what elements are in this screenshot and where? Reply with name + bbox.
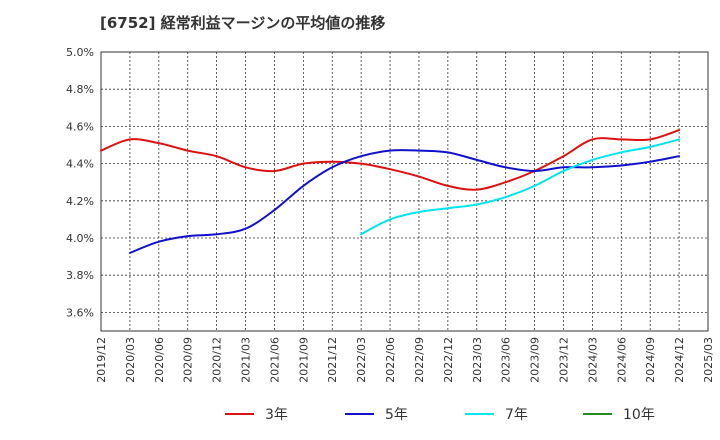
x-tick-label: 2024/03	[586, 337, 599, 383]
x-tick-label: 2021/03	[240, 337, 253, 383]
legend: 3年 5年 7年 10年	[225, 407, 655, 423]
x-tick-label: 2022/12	[442, 337, 455, 383]
series-line-1	[100, 129, 681, 191]
x-tick-label: 2023/03	[471, 337, 484, 383]
y-tick-label: 4.2%	[66, 195, 94, 208]
x-tick-label: 2023/06	[500, 337, 513, 383]
x-tick-label: 2023/12	[557, 337, 570, 383]
series-line-2	[128, 149, 681, 254]
y-tick-label: 5.0%	[66, 46, 94, 59]
y-tick-label: 3.8%	[66, 269, 94, 282]
axis-layer: 3.6% 3.8% 4.0% 4.2% 4.4% 4.6% 4.8% 5.0% 2019/12 2…	[66, 46, 715, 383]
chart-title: [6752] 経常利益マージンの平均値の推移	[100, 14, 386, 32]
y-tick-label: 4.4%	[66, 158, 94, 171]
x-tick-label: 2022/03	[355, 337, 368, 383]
series-layer	[100, 129, 681, 254]
legend-label-1: 3年	[265, 407, 288, 423]
plot-area	[100, 51, 709, 332]
y-tick-label: 3.6%	[66, 306, 94, 319]
x-tick-label: 2022/06	[384, 337, 397, 383]
y-tick-label: 4.8%	[66, 83, 94, 96]
x-tick-label: 2024/09	[644, 337, 657, 383]
x-tick-label: 2025/03	[702, 337, 715, 383]
x-tick-label: 2022/09	[413, 337, 426, 383]
y-tick-label: 4.6%	[66, 120, 94, 133]
x-tick-label: 2024/12	[673, 337, 686, 383]
grid-layer	[100, 51, 709, 332]
legend-label-4: 10年	[623, 407, 655, 423]
x-tick-label: 2024/06	[615, 337, 628, 383]
y-tick-label: 4.0%	[66, 232, 94, 245]
legend-label-2: 5年	[385, 407, 408, 423]
x-tick-label: 2020/06	[153, 337, 166, 383]
x-tick-label: 2023/09	[529, 337, 542, 383]
x-tick-label: 2021/09	[297, 337, 310, 383]
x-tick-label: 2020/03	[124, 337, 137, 383]
legend-label-3: 7年	[505, 407, 528, 423]
series-line-3	[360, 138, 681, 236]
x-tick-label: 2020/09	[182, 337, 195, 383]
x-tick-label: 2019/12	[95, 337, 108, 383]
x-tick-label: 2021/12	[326, 337, 339, 383]
x-tick-label: 2021/06	[268, 337, 281, 383]
x-tick-label: 2020/12	[211, 337, 224, 383]
